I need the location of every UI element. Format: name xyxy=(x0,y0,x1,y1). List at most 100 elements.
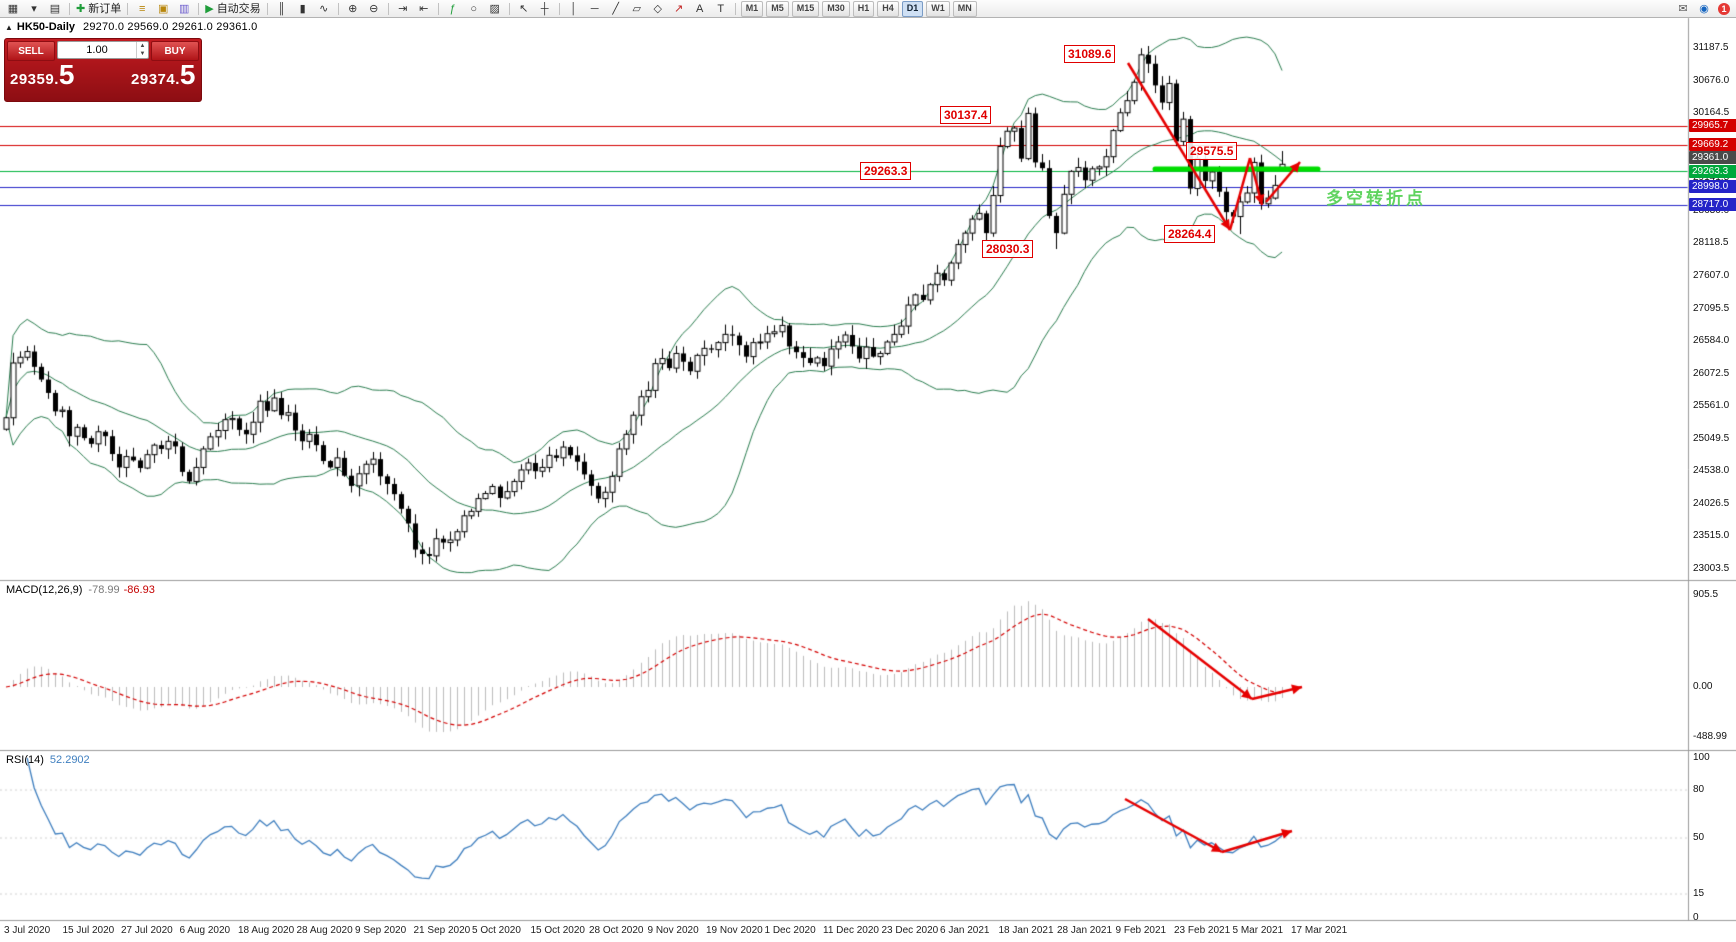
rsi-name: RSI(14) xyxy=(6,754,44,766)
date-axis-label: 21 Sep 2020 xyxy=(413,925,471,936)
one-click-trading-panel: SELL 1.00 ▲ ▼ BUY 29359.5 29374.5 xyxy=(4,38,202,102)
price-axis-label: 27607.0 xyxy=(1693,269,1730,281)
navigator-button[interactable]: ▥ xyxy=(174,1,194,16)
macd-main-value: -78.99 xyxy=(88,584,120,596)
timeframe-h4-button[interactable]: H4 xyxy=(877,0,899,17)
candlestick-mode-button[interactable]: ▮ xyxy=(293,1,313,16)
timeframe-d1-button[interactable]: D1 xyxy=(901,0,924,17)
new-chart-button[interactable]: ▦ xyxy=(3,1,23,16)
date-axis-label: 18 Jan 2021 xyxy=(998,925,1054,936)
macd-signal-value: -86.93 xyxy=(123,584,155,596)
mail-button[interactable]: ✉ xyxy=(1673,1,1693,16)
crosshair-tool-button[interactable]: ┼ xyxy=(535,1,555,16)
chart-shift-icon: ⇤ xyxy=(419,2,429,15)
indicators-icon: ƒ xyxy=(449,2,456,15)
vertical-line-tool-button[interactable]: │ xyxy=(564,1,584,16)
volume-value[interactable]: 1.00 xyxy=(86,44,108,56)
ohlc-values: 29270.0 29569.0 29261.0 29361.0 xyxy=(83,21,258,33)
date-axis-label: 9 Nov 2020 xyxy=(647,925,699,936)
buy-button[interactable]: BUY xyxy=(151,41,199,61)
data-window-button[interactable]: ▣ xyxy=(153,1,173,16)
price-callout[interactable]: 31089.6 xyxy=(1064,45,1116,64)
timeframe-h1-button[interactable]: H1 xyxy=(852,0,875,17)
zoom-out-button[interactable]: ⊖ xyxy=(364,1,384,16)
timeframe-m5-button[interactable]: M5 xyxy=(766,0,789,17)
toolbar-separator xyxy=(337,2,339,15)
trendline-tool-button[interactable]: ╱ xyxy=(606,1,626,16)
notification-badge[interactable]: 1 xyxy=(1718,2,1730,15)
vertical-line-tool-icon: │ xyxy=(570,2,578,15)
timeframe-mn-button[interactable]: MN xyxy=(952,0,977,17)
market-watch-button[interactable]: ≡ xyxy=(132,1,152,16)
toolbar-separator xyxy=(558,2,560,15)
new-order-button[interactable]: ✚ 新订单 xyxy=(74,1,123,16)
text-label-tool-icon: T xyxy=(717,2,725,15)
date-axis-label: 5 Oct 2020 xyxy=(472,925,521,936)
price-axis-label: 23003.5 xyxy=(1693,563,1730,575)
arrow-tool-icon: ↗ xyxy=(674,2,684,15)
sell-price: 29359.5 xyxy=(10,61,75,89)
macd-axis-label: 0.00 xyxy=(1693,681,1713,692)
timeframe-m30-button[interactable]: M30 xyxy=(822,0,850,17)
macd-name: MACD(12,26,9) xyxy=(6,584,83,596)
line-chart-mode-button[interactable]: ∿ xyxy=(314,1,334,16)
live-chat-button[interactable]: ◉ xyxy=(1694,1,1714,16)
timeframe-m15-button[interactable]: M15 xyxy=(791,0,820,17)
autotrading-icon: ▶ xyxy=(205,2,214,15)
volume-field[interactable]: 1.00 ▲ ▼ xyxy=(57,41,149,59)
data-window-icon: ▣ xyxy=(158,2,169,15)
navigator-icon: ▥ xyxy=(179,2,190,15)
profiles-button[interactable]: ▤ xyxy=(45,1,65,16)
date-axis-label: 28 Jan 2021 xyxy=(1057,925,1113,936)
timeframe-w1-button[interactable]: W1 xyxy=(926,0,950,17)
timeframe-m1-button[interactable]: M1 xyxy=(740,0,764,17)
price-axis-label: 31187.5 xyxy=(1693,41,1729,53)
rsi-axis-label: 80 xyxy=(1693,784,1705,795)
sell-button[interactable]: SELL xyxy=(7,41,55,61)
price-callout[interactable]: 30137.4 xyxy=(940,105,992,124)
price-axis-label: 27095.5 xyxy=(1693,302,1730,314)
price-axis-label: 28118.5 xyxy=(1693,237,1729,249)
price-axis-label: 25561.0 xyxy=(1693,400,1730,412)
price-tag: 28717.0 xyxy=(1689,198,1736,212)
indicators-button[interactable]: ƒ xyxy=(443,1,463,16)
autotrading-button[interactable]: ▶ 自动交易 xyxy=(203,1,262,16)
shapes-tool-button[interactable]: ◇ xyxy=(648,1,668,16)
horizontal-line-tool-icon: ─ xyxy=(590,2,599,15)
channel-tool-button[interactable]: ▱ xyxy=(627,1,647,16)
one-click-collapse-button[interactable]: ▲ xyxy=(5,23,13,32)
date-axis-label: 5 Mar 2021 xyxy=(1232,925,1284,936)
chart-list-dropdown-button[interactable]: ▾ xyxy=(24,1,44,16)
text-label-tool-button[interactable]: T xyxy=(711,1,731,16)
annotation-note[interactable]: 多空转折点 xyxy=(1326,189,1426,208)
auto-scroll-button[interactable]: ⇥ xyxy=(393,1,413,16)
period-selector-button[interactable]: ○ xyxy=(464,1,484,16)
price-tag: 29669.2 xyxy=(1689,137,1736,151)
new-order-icon: ✚ xyxy=(76,2,86,15)
rsi-axis-label: 0 xyxy=(1693,912,1699,923)
price-callout[interactable]: 29263.3 xyxy=(860,161,912,180)
horizontal-line-tool-button[interactable]: ─ xyxy=(585,1,605,16)
bar-chart-mode-button[interactable]: ║ xyxy=(272,1,292,16)
candlestick-mode-icon: ▮ xyxy=(299,2,306,15)
text-tool-button[interactable]: A xyxy=(690,1,710,16)
volume-down-button[interactable]: ▼ xyxy=(139,51,146,57)
date-axis-label: 9 Feb 2021 xyxy=(1115,925,1167,936)
templates-icon: ▨ xyxy=(489,2,500,15)
rsi-value: 52.2902 xyxy=(49,754,90,766)
price-callout[interactable]: 29575.5 xyxy=(1186,141,1238,160)
chart-shift-button[interactable]: ⇤ xyxy=(414,1,434,16)
toolbar-separator xyxy=(437,2,439,15)
arrow-tool-button[interactable]: ↗ xyxy=(669,1,689,16)
date-axis-label: 15 Jul 2020 xyxy=(62,925,115,936)
crosshair-tool-icon: ┼ xyxy=(540,2,549,15)
cursor-tool-button[interactable]: ↖ xyxy=(514,1,534,16)
zoom-in-button[interactable]: ⊕ xyxy=(343,1,363,16)
volume-up-button[interactable]: ▲ xyxy=(139,43,146,49)
templates-button[interactable]: ▨ xyxy=(485,1,505,16)
price-callout[interactable]: 28030.3 xyxy=(982,240,1034,258)
price-callout[interactable]: 28264.4 xyxy=(1164,225,1216,244)
price-axis-label: 26584.0 xyxy=(1693,335,1730,347)
